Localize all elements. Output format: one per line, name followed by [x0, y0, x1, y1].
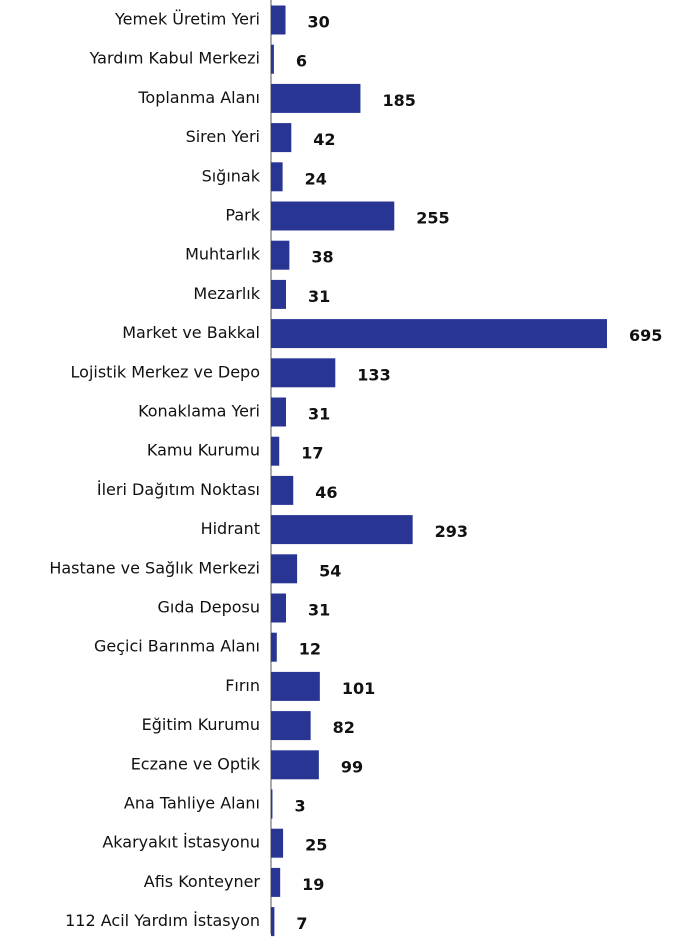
category-label: Afis Konteyner: [144, 872, 261, 891]
value-label: 25: [305, 836, 327, 855]
category-label: Yardım Kabul Merkezi: [89, 49, 260, 68]
category-label: İleri Dağıtım Noktası: [97, 480, 260, 499]
category-label: Ana Tahliye Alanı: [124, 794, 260, 813]
value-label: 255: [416, 209, 449, 228]
category-label: Konaklama Yeri: [138, 402, 260, 421]
value-label: 101: [342, 679, 375, 698]
bar: [271, 515, 413, 545]
value-label: 30: [308, 13, 330, 32]
category-label: Kamu Kurumu: [147, 441, 260, 460]
value-label: 38: [311, 248, 333, 267]
value-label: 31: [308, 601, 330, 620]
value-label: 6: [296, 52, 307, 71]
category-label: 112 Acil Yardım İstasyon: [65, 911, 260, 930]
category-label: Park: [225, 206, 260, 225]
bar: [271, 711, 311, 741]
bar: [271, 671, 320, 701]
category-label: Hastane ve Sağlık Merkezi: [49, 558, 260, 577]
value-label: 12: [299, 640, 321, 659]
bar: [271, 789, 273, 819]
category-label: Lojistik Merkez ve Depo: [71, 362, 260, 381]
value-label: 54: [319, 561, 341, 580]
value-label: 24: [305, 169, 327, 188]
bar: [271, 319, 607, 349]
bar: [271, 5, 286, 35]
category-label: Hidrant: [201, 519, 260, 538]
value-label: 46: [315, 483, 337, 502]
category-label: Muhtarlık: [185, 245, 261, 264]
bar: [271, 240, 290, 270]
value-label: 185: [382, 91, 415, 110]
bar: [271, 867, 281, 897]
bar: [271, 358, 336, 388]
bar: [271, 83, 361, 113]
value-label: 7: [296, 914, 307, 933]
bar: [271, 397, 286, 427]
bar: [271, 750, 319, 780]
category-label: Akaryakıt İstasyonu: [102, 833, 260, 852]
bar: [271, 279, 286, 309]
category-label: Mezarlık: [193, 284, 260, 303]
value-label: 133: [357, 365, 390, 384]
bar: [271, 436, 280, 466]
value-label: 31: [308, 405, 330, 424]
value-label: 695: [629, 326, 662, 345]
bar: [271, 162, 283, 192]
value-label: 82: [333, 718, 355, 737]
bar: [271, 123, 292, 153]
category-label: Yemek Üretim Yeri: [114, 10, 260, 29]
value-label: 293: [435, 522, 468, 541]
bar: [271, 828, 284, 858]
value-label: 31: [308, 287, 330, 306]
value-label: 19: [302, 875, 324, 894]
bar: [271, 475, 294, 505]
category-label: Eczane ve Optik: [131, 754, 261, 773]
value-label: 17: [301, 444, 323, 463]
category-label: Fırın: [225, 676, 260, 695]
value-label: 3: [294, 797, 305, 816]
category-label: Gıda Deposu: [158, 598, 260, 617]
category-label: Eğitim Kurumu: [142, 715, 260, 734]
bar: [271, 593, 286, 623]
category-label: Market ve Bakkal: [122, 323, 260, 342]
bar: [271, 201, 395, 231]
category-label: Toplanma Alanı: [137, 88, 260, 107]
category-label: Geçici Barınma Alanı: [94, 637, 260, 656]
bar: [271, 907, 275, 937]
category-label: Siren Yeri: [186, 127, 260, 146]
value-label: 42: [313, 130, 335, 149]
bar: [271, 632, 277, 662]
category-label: Sığınak: [202, 166, 261, 185]
bar: [271, 44, 274, 74]
bar: [271, 554, 298, 584]
value-label: 99: [341, 757, 363, 776]
